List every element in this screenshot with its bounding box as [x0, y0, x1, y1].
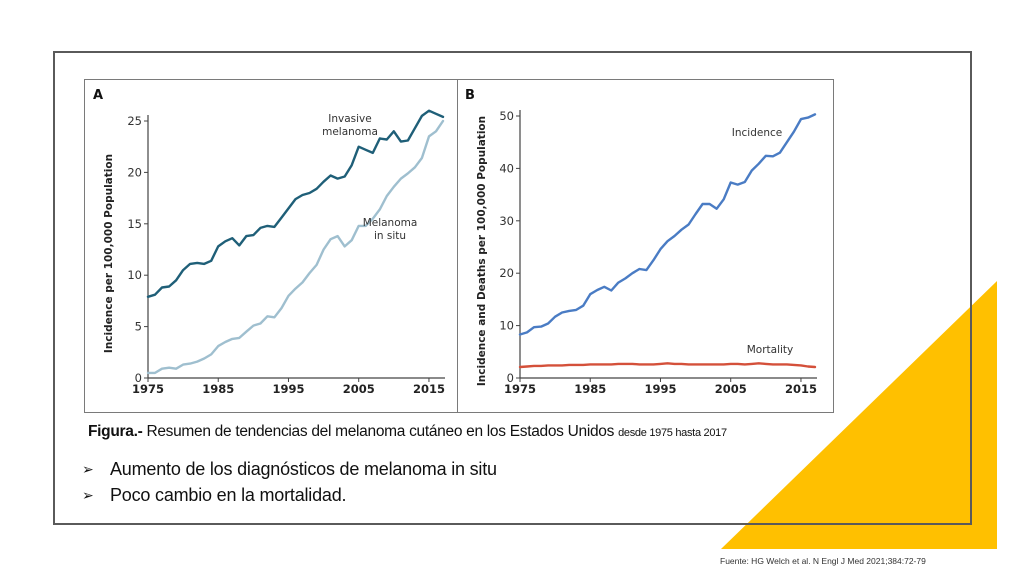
x-tick-label: 1975: [132, 382, 164, 396]
series-label: Invasive: [328, 113, 371, 125]
figure-frame: [84, 79, 834, 413]
panel-label: A: [93, 88, 103, 103]
accent-triangle-shape: [721, 281, 997, 549]
y-tick-label: 0: [135, 371, 142, 385]
bullet-list: ➢ Aumento de los diagnósticos de melanom…: [82, 456, 497, 508]
y-tick-label: 5: [135, 320, 142, 334]
arrowhead-bullet-icon: ➢: [82, 460, 94, 477]
x-tick-label: 2015: [413, 382, 445, 396]
series-line-mortality: [518, 362, 817, 369]
caption-text: Resumen de tendencias del melanoma cután…: [142, 423, 619, 440]
chart-panel-b: B 0 10 20 30 40 50 1975 1985 1995 2005 2015 Incidenc…: [465, 88, 817, 396]
y-axis-title: Incidence and Deaths per 100,000 Populat…: [476, 116, 488, 386]
figure-caption: Figura.- Resumen de tendencias del melan…: [88, 423, 727, 441]
series-line-melanoma-in-situ: [146, 119, 445, 375]
y-tick-label: 10: [499, 319, 514, 333]
bullet-item: ➢ Aumento de los diagnósticos de melanom…: [82, 456, 497, 482]
y-tick-label: 50: [499, 109, 514, 123]
arrowhead-bullet-icon: ➢: [82, 486, 94, 503]
x-tick-label: 1995: [272, 382, 304, 396]
bullet-text: Aumento de los diagnósticos de melanoma …: [110, 458, 497, 479]
series-label: Melanoma: [363, 217, 418, 229]
y-axis-title: Incidence per 100,000 Population: [103, 154, 115, 353]
y-tick-label: 30: [499, 214, 514, 228]
x-tick-label: 1975: [504, 382, 536, 396]
y-tick-label: 20: [499, 266, 514, 280]
caption-date-range: desde 1975 hasta 2017: [618, 427, 727, 439]
figure-divider: [457, 79, 458, 412]
y-tick-label: 25: [127, 114, 142, 128]
series-label: Incidence: [732, 127, 782, 139]
x-tick-label: 1985: [202, 382, 234, 396]
series-line-invasive-melanoma: [146, 109, 445, 298]
caption-label: Figura.-: [88, 423, 143, 440]
y-tick-label: 40: [499, 161, 514, 175]
source-citation: Fuente: HG Welch et al. N Engl J Med 202…: [720, 556, 926, 566]
series-label: melanoma: [322, 126, 378, 138]
bullet-text: Poco cambio en la mortalidad.: [110, 484, 347, 505]
x-tick-label: 2005: [715, 382, 747, 396]
y-tick-label: 15: [127, 217, 142, 231]
bullet-item: ➢ Poco cambio en la mortalidad.: [82, 482, 497, 508]
x-tick-label: 1995: [644, 382, 676, 396]
series-label: Mortality: [747, 344, 794, 356]
panel-label: B: [465, 88, 475, 103]
y-tick-label: 0: [507, 371, 514, 385]
y-tick-label: 20: [127, 165, 142, 179]
x-tick-label: 2005: [343, 382, 375, 396]
series-line-incidence: [518, 113, 817, 336]
slide-frame: [53, 51, 972, 525]
x-tick-label: 1985: [574, 382, 606, 396]
x-tick-label: 2015: [785, 382, 817, 396]
y-tick-label: 10: [127, 268, 142, 282]
series-label: in situ: [374, 230, 406, 242]
chart-panel-a: A 0 5 10 15 20 25 1975 1985 1995 2005 2015 Incidence…: [93, 88, 445, 396]
